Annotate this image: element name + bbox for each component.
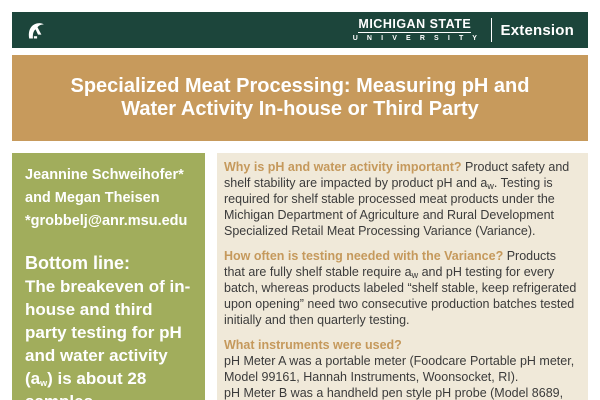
title-banner: Specialized Meat Processing: Measuring p… <box>12 55 588 141</box>
bottom-line-text-part: The breakeven of in-house and third part… <box>25 277 191 388</box>
instrument-line-ph-meter-b: pH Meter B was a handheld pen style pH p… <box>224 386 564 400</box>
bottom-line-label: Bottom line: <box>25 253 130 273</box>
author-sidebar: Jeannine Schweihofer* and Megan Theisen … <box>12 153 205 400</box>
extension-label: Extension <box>500 21 574 39</box>
wordmark-university: U N I V E R S I T Y <box>352 34 481 42</box>
instrument-line-ph-meter-a: pH Meter A was a portable meter (Foodcar… <box>224 354 575 384</box>
bottom-line-text: The breakeven of in-house and third part… <box>25 275 194 400</box>
subscript-w: w <box>40 378 48 388</box>
msu-wordmark: MICHIGAN STATE U N I V E R S I T Y <box>349 16 481 43</box>
author-line-1: Jeannine Schweihofer* <box>25 167 184 183</box>
bottom-line-block: Bottom line: The breakeven of in-house a… <box>25 252 194 400</box>
answer-text-part: Product safety and shelf stability are i… <box>224 160 570 190</box>
question-heading-why-important: Why is pH and water activity important? <box>224 160 462 174</box>
question-heading-instruments: What instruments were used? <box>224 338 402 352</box>
spartan-helmet-icon <box>28 23 44 39</box>
subscript-w: w <box>411 270 419 280</box>
answer-text-part: . Testing is required for shelf stable p… <box>224 176 555 238</box>
section-instruments: What instruments were used? pH Meter A w… <box>224 337 580 400</box>
author-line-2: and Megan Theisen <box>25 190 160 206</box>
subscript-w: w <box>487 181 494 191</box>
msu-brand-lockup: MICHIGAN STATE U N I V E R S I T Y Exten… <box>349 12 574 48</box>
msu-header-bar: MICHIGAN STATE U N I V E R S I T Y Exten… <box>12 12 588 48</box>
bottom-line-text-part: ) is about 28 samples. <box>25 369 147 400</box>
wordmark-michigan-state: MICHIGAN STATE <box>358 16 472 33</box>
author-email: *grobbelj@anr.msu.edu <box>25 213 188 229</box>
answer-text-part: and pH testing for every batch, whereas … <box>224 265 577 327</box>
section-why-important: Why is pH and water activity important? … <box>224 159 580 239</box>
section-testing-frequency: How often is testing needed with the Var… <box>224 248 580 328</box>
qa-content-area: Why is pH and water activity important? … <box>217 153 588 400</box>
question-heading-testing-frequency: How often is testing needed with the Var… <box>224 249 504 263</box>
brand-divider <box>490 18 492 42</box>
answer-text-part: Products that are fully shelf stable req… <box>224 249 557 279</box>
page-title: Specialized Meat Processing: Measuring p… <box>70 75 530 120</box>
author-block: Jeannine Schweihofer* and Megan Theisen … <box>25 164 194 233</box>
